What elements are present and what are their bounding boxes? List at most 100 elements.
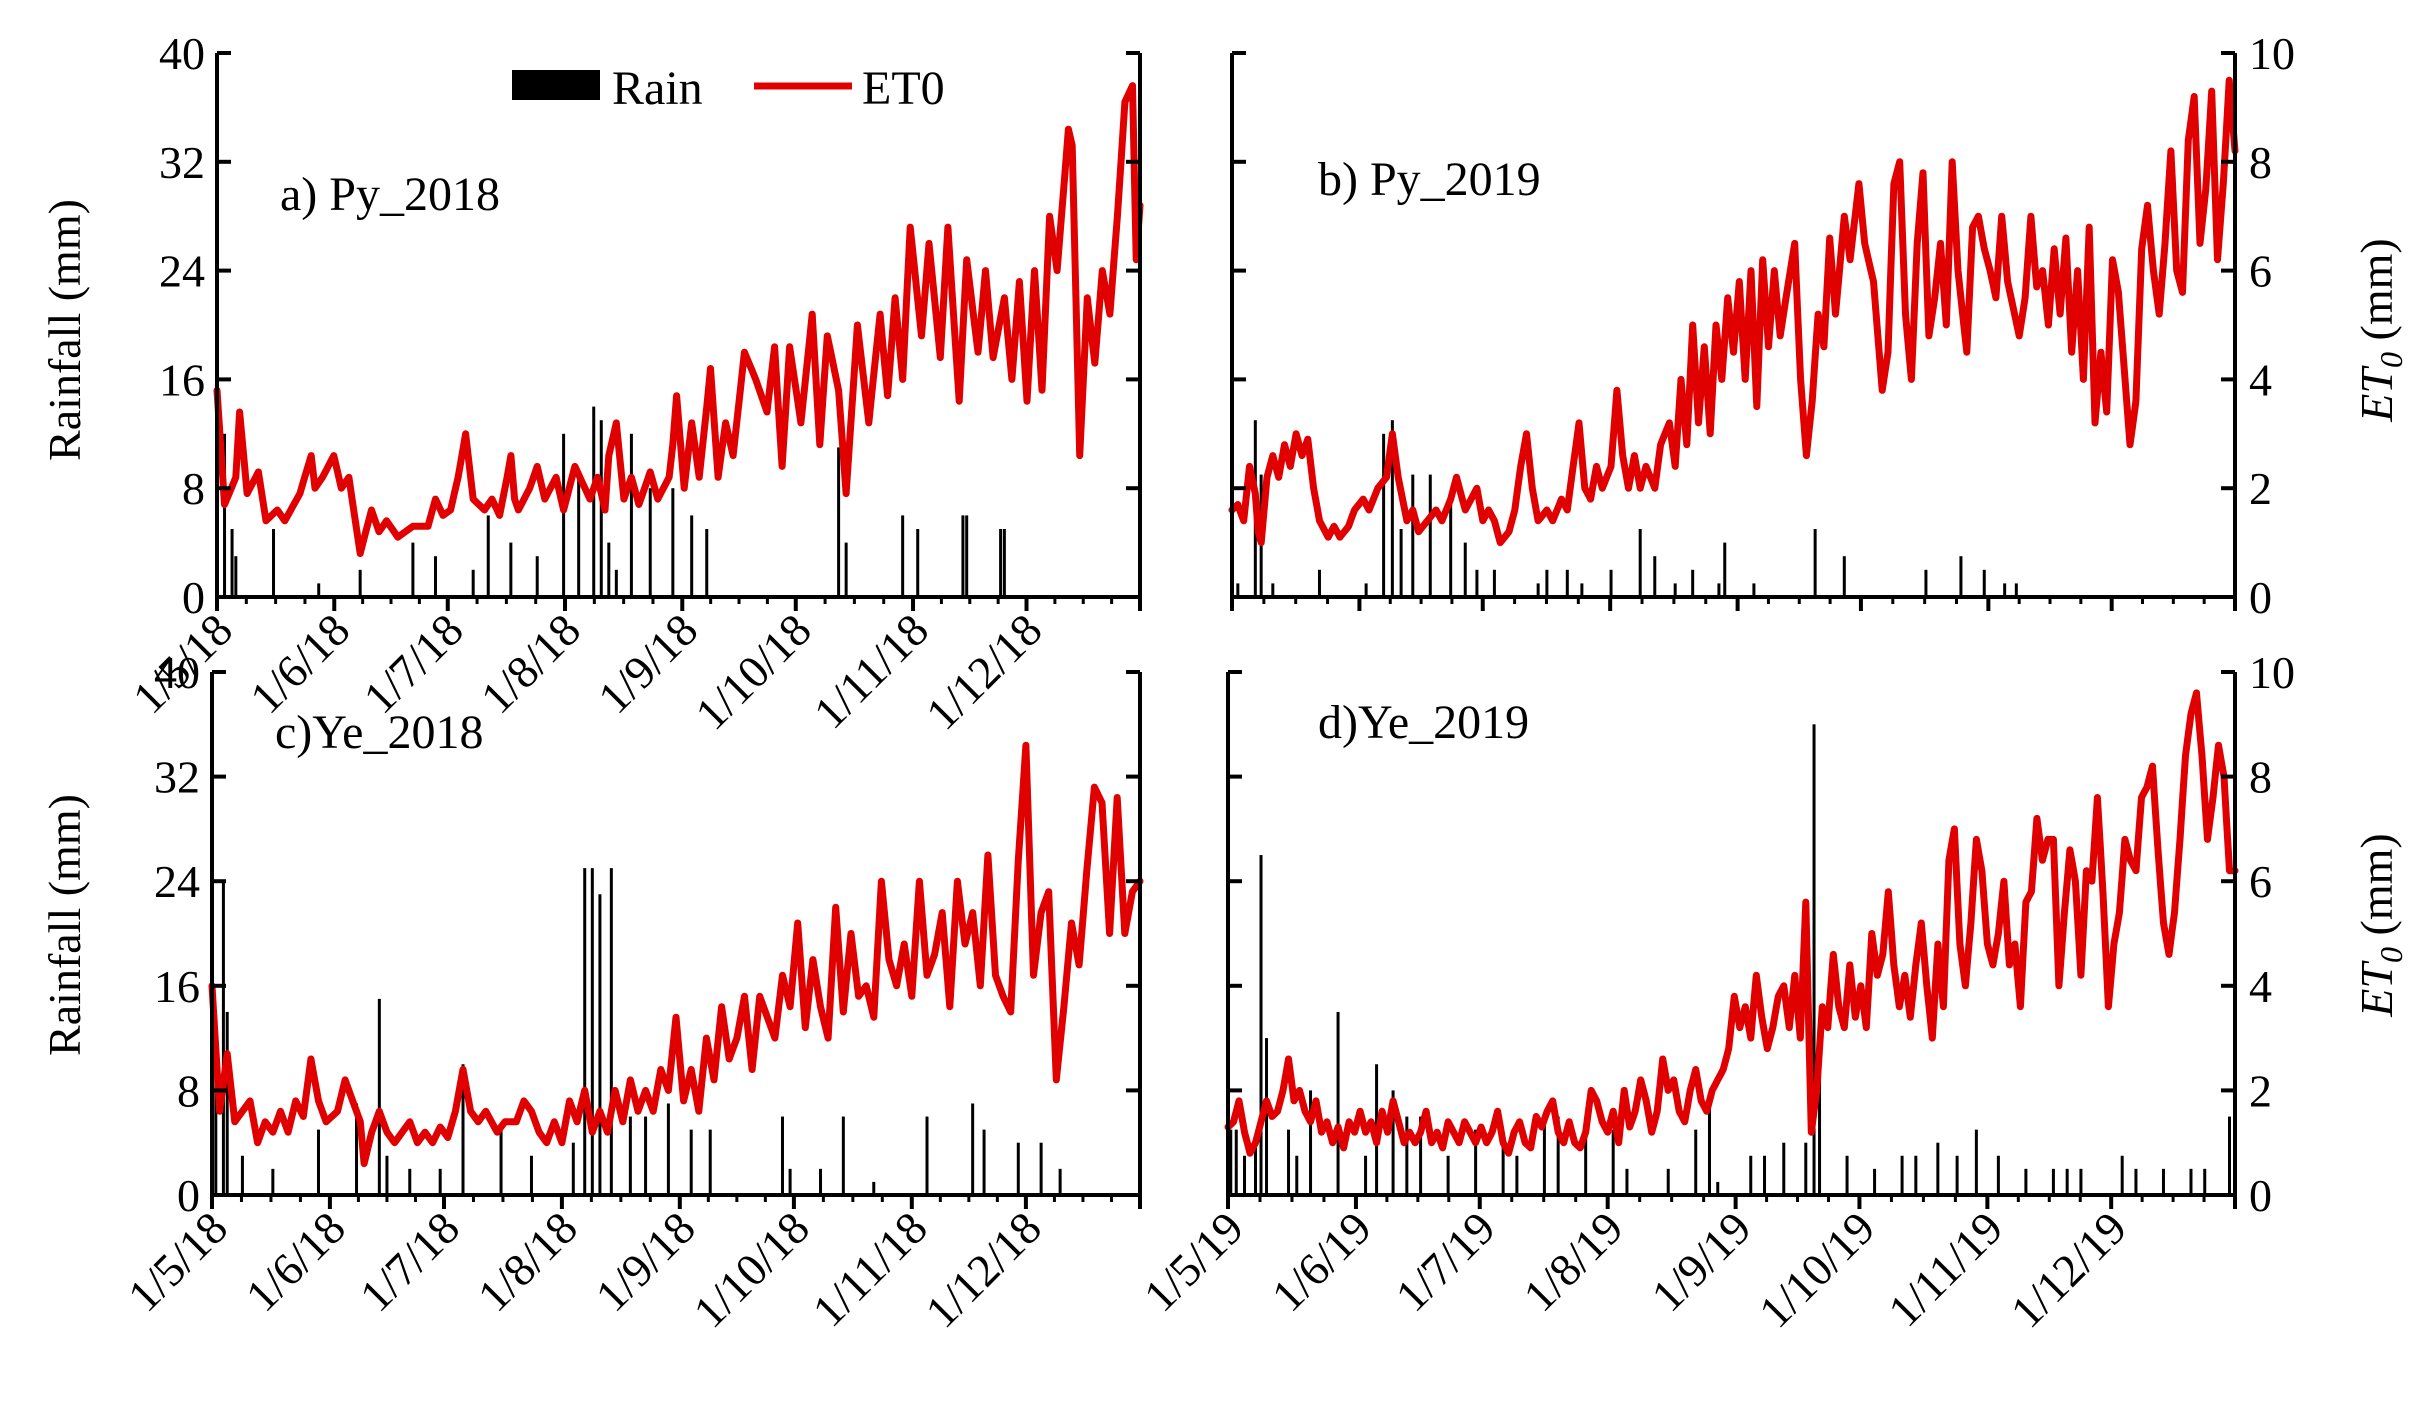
rain-bar [577,474,581,597]
rain-bar [2051,1168,2055,1195]
rain-bar [1234,1129,1238,1195]
right-axis-title-top: ET0 (mm) [2351,238,2409,422]
x-tick-label: 1/12/19 [2001,1202,2136,1337]
rain-bar [221,881,225,1195]
rain-bar [2014,583,2018,597]
rain-bar [1515,1155,1519,1195]
x-tick-label: 1/12/18 [916,1202,1051,1337]
rain-bar [1287,1129,1291,1195]
rain-bar [708,1129,712,1195]
rain-bar [529,1155,533,1195]
rain-bar [614,569,618,597]
rain-tick-label: 32 [159,137,205,188]
panel-title: a) Py_2018 [280,168,500,221]
rain-bar [1265,1038,1269,1195]
rain-bar [961,515,965,597]
panel-title: c)Ye_2018 [275,706,483,759]
rain-bar [999,529,1003,597]
rain-bar [1411,474,1415,597]
et0-line [213,82,1144,557]
rain-bar [1259,855,1263,1195]
rain-bar [411,542,415,597]
rain-bar [1609,569,1613,597]
rain-bar [1653,556,1657,597]
rain-bar [1900,1155,1904,1195]
rain-bar [1584,1129,1588,1195]
rain-bar [1364,1155,1368,1195]
x-tick-label: 1/10/18 [685,604,820,739]
left-axis-title-top: Rainfall (mm) [39,199,90,461]
et0-title-main: ET [2351,365,2402,423]
x-tick-label: 1/11/18 [803,1202,937,1336]
legend-et0-label: ET0 [862,62,945,115]
rain-bar [1694,1129,1698,1195]
rain-bar [592,406,596,597]
et0-tick-label: 8 [2249,752,2272,803]
x-tick-label: 1/6/19 [1262,1202,1381,1321]
rain-bar [666,1103,670,1195]
rain-bar [1666,1168,1670,1195]
rain-bar [1229,1129,1233,1195]
rain-bar [841,1116,845,1195]
rain-bar [271,1168,275,1195]
rain-bar [1804,1142,1808,1195]
rain-bar [223,433,227,597]
rain-bar [689,1129,693,1195]
et0-tick-label: 8 [2249,137,2272,188]
rain-bar [1382,433,1386,597]
rain-bar [1545,569,1549,597]
panel-2: 08162432401/5/181/6/181/7/181/8/181/9/18… [118,647,1144,1337]
rain-bar [2227,1116,2231,1195]
rain-bar [1936,1142,1940,1195]
rain-bar [1243,1155,1247,1195]
rain-bar [1474,1129,1478,1195]
rain-bar [1813,529,1817,597]
rain-bar [1580,583,1584,597]
rain-tick-label: 16 [159,354,205,405]
rain-tick-label: 0 [177,1170,200,1221]
rain-bar [240,1155,244,1195]
rain-bar [844,542,848,597]
rain-bar [377,998,381,1195]
rain-bar [1002,529,1006,597]
rain-bar [1959,556,1963,597]
rain-bar [1749,1155,1753,1195]
legend-rain-label: Rain [612,62,703,115]
rain-bar [1295,1155,1299,1195]
et0-line [208,741,1144,1168]
rain-bar [819,1168,823,1195]
rain-bar [1492,569,1496,597]
rain-bar [1390,420,1394,597]
rain-bar [901,515,905,597]
panel-1: 0 2 4 6 8 10 b) Py_2019 [1228,28,2295,623]
rain-bar [1782,1142,1786,1195]
et0-title-unit: (mm) [2351,833,2402,947]
rain-bar [1611,1129,1615,1195]
rain-bar [1336,1011,1340,1195]
rain-bar [671,488,675,597]
et0-tick-label: 2 [2249,463,2272,514]
rain-bar [1236,583,1240,597]
rain-bar [1673,583,1677,597]
rain-bar [1039,1142,1043,1195]
rain-bar [837,447,841,597]
rain-bar [316,1129,320,1195]
rain-bar [1309,1090,1313,1195]
et0-tick-label: 6 [2249,246,2272,297]
legend: Rain ET0 [512,62,945,115]
et0-tick-label: 6 [2249,856,2272,907]
rain-bar [1873,1168,1877,1195]
et0-tick-label: 2 [2249,1065,2272,1116]
legend-rain-swatch [512,70,600,100]
rain-bar [355,1103,359,1195]
et0-tick-label: 10 [2249,28,2295,79]
x-tick-label: 1/11/18 [804,604,938,738]
rain-bar [358,569,362,597]
rain-bar [1723,542,1727,597]
rain-bar [1364,583,1368,597]
x-tick-label: 1/9/19 [1642,1202,1761,1321]
rain-bar [1638,529,1642,597]
rain-bar [2189,1168,2193,1195]
x-tick-label: 1/5/19 [1134,1202,1253,1321]
